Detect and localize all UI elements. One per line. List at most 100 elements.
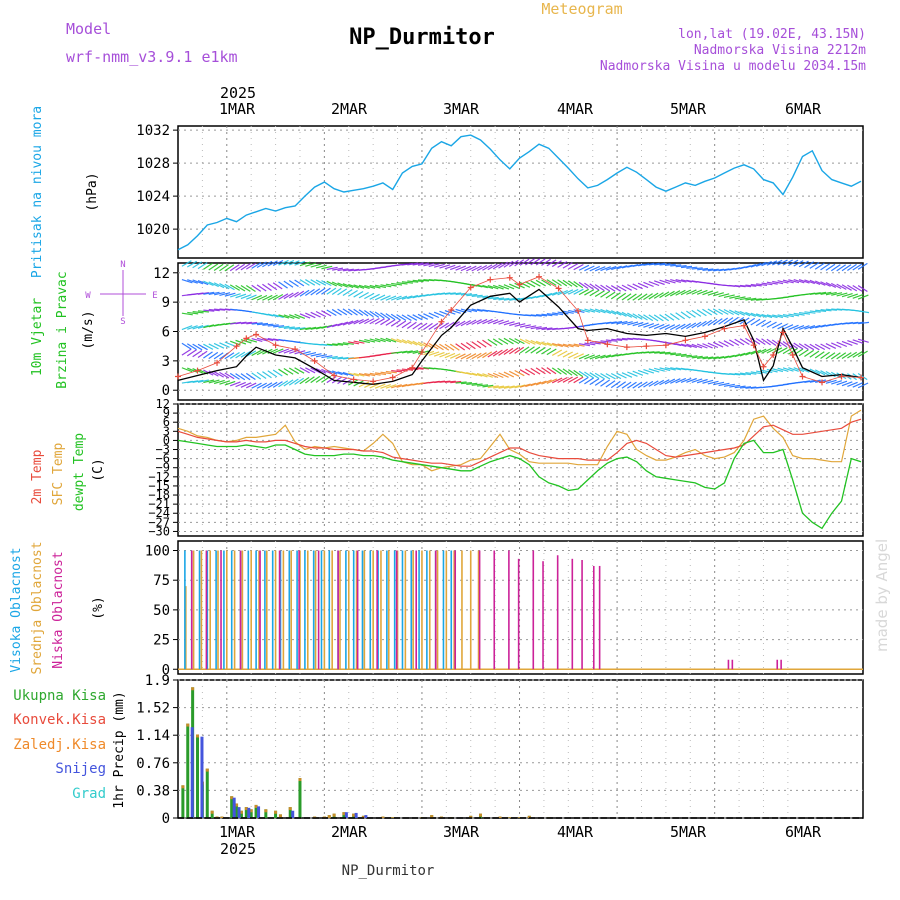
- wind-arrow: [670, 264, 682, 267]
- wind-arrow: [729, 295, 741, 299]
- wind-arrow: [444, 352, 456, 359]
- wind-arrow: [240, 373, 251, 381]
- wind-arrow: [605, 354, 617, 359]
- wind-arrow: [551, 260, 562, 268]
- wind-arrow: [197, 343, 208, 351]
- wind-arrow: [557, 376, 568, 384]
- precip-frz-cap: [264, 809, 268, 813]
- wind-arrow: [836, 283, 847, 290]
- wind-arrow: [745, 371, 757, 375]
- wind-arrow: [616, 284, 627, 292]
- wind-arrow: [412, 322, 423, 330]
- wind-arrow: [541, 341, 553, 347]
- wind-arrow: [761, 282, 773, 286]
- wind-arrow: [525, 339, 536, 345]
- wind-arrow: [761, 369, 773, 374]
- wind-arrow: [643, 281, 654, 288]
- wind-arrow: [691, 309, 702, 317]
- wind-arrow: [594, 378, 605, 386]
- wind-arrow: [675, 377, 687, 384]
- altitude-model-label: Nadmorska Visina u modelu 2034.15m: [600, 59, 866, 74]
- wind-arrow: [530, 367, 541, 375]
- wind-arrow: [686, 289, 697, 295]
- wind-arrow: [235, 284, 246, 292]
- wind-arrow: [557, 279, 568, 287]
- wind-arrow: [857, 382, 869, 389]
- wind-arrow: [390, 295, 402, 301]
- wind-arrow: [836, 264, 847, 272]
- wind-arrow: [772, 368, 784, 373]
- wind-arrow: [219, 264, 229, 272]
- wind-arrow: [272, 259, 284, 266]
- y-tick-label: −3: [156, 443, 170, 457]
- wind-arrow: [541, 327, 553, 331]
- wind-arrow: [203, 262, 213, 270]
- top-day-label: 2MAR: [331, 100, 368, 118]
- wind-arrow: [449, 343, 460, 351]
- wind-arrow: [450, 380, 462, 384]
- wind-panel: 0 3 6 9 12: [153, 258, 870, 401]
- wind-arrow: [857, 294, 869, 300]
- wind-arrow: [288, 378, 299, 386]
- wind-arrow: [814, 369, 826, 376]
- wind-arrow: [449, 353, 461, 359]
- wind-arrow: [815, 379, 827, 384]
- wind-arrow: [477, 295, 489, 298]
- wind-arrow: [492, 319, 504, 325]
- wind-arrow: [294, 327, 306, 330]
- bottom-day-label: 2MAR: [331, 823, 368, 841]
- wind-arrow: [444, 380, 456, 383]
- wind-arrow: [251, 262, 262, 269]
- wind-arrow: [600, 340, 612, 343]
- wind-arrow: [498, 372, 509, 378]
- wind-arrow: [235, 373, 246, 381]
- precip-frz-cap: [381, 816, 385, 818]
- wind-arrow: [637, 282, 649, 289]
- wind-arrow: [605, 321, 617, 325]
- wind-arrow: [670, 353, 682, 356]
- wind-arrow: [482, 339, 492, 347]
- wind-arrow: [632, 321, 644, 327]
- wind-arrow: [213, 352, 224, 360]
- wind-arrow: [589, 354, 601, 360]
- wind-speed-line: [177, 288, 862, 385]
- wind-arrow: [696, 309, 707, 317]
- wind-arrow: [578, 376, 589, 384]
- precip-total-bar: [181, 785, 185, 818]
- wind-arrow: [739, 284, 752, 288]
- wind-arrow: [600, 354, 612, 359]
- wind-arrow: [653, 379, 665, 387]
- precip-frz-cap: [508, 817, 512, 818]
- wind-arrow: [745, 317, 756, 325]
- wind-arrow: [814, 343, 826, 351]
- wind-arrow: [192, 325, 204, 330]
- wind-arrow: [262, 260, 273, 268]
- precip-frz-cap: [244, 807, 248, 811]
- wind-arrow: [321, 343, 333, 347]
- wind-arrow: [713, 356, 725, 360]
- wind-arrow: [659, 379, 670, 386]
- wind-arrow: [246, 321, 258, 325]
- precip-frz-cap: [239, 810, 243, 814]
- wind-arrow: [251, 349, 262, 357]
- wind-arrow: [391, 384, 402, 389]
- wind-arrow: [670, 324, 681, 331]
- wind-arrow: [852, 294, 864, 299]
- precip-frz-cap: [342, 812, 346, 816]
- wind-arrow: [385, 384, 397, 389]
- page-title: NP_Durmitor: [349, 25, 495, 50]
- wind-arrow: [423, 322, 433, 331]
- top-day-label: 5MAR: [670, 100, 707, 118]
- wind-arrow: [654, 367, 665, 372]
- y-tick-label: 1032: [136, 123, 170, 139]
- compass-west: W: [85, 291, 91, 301]
- wind-arrow: [643, 262, 655, 266]
- wind-arrow: [578, 370, 589, 378]
- wind-arrow: [804, 261, 815, 269]
- cloud-panel: 0 25 50 75 100: [145, 540, 864, 678]
- wind-arrow: [197, 310, 209, 313]
- wind-arrow: [675, 289, 686, 296]
- wind-arrow: [761, 261, 772, 267]
- wind-arrow: [804, 279, 816, 285]
- wind-arrow: [498, 297, 510, 301]
